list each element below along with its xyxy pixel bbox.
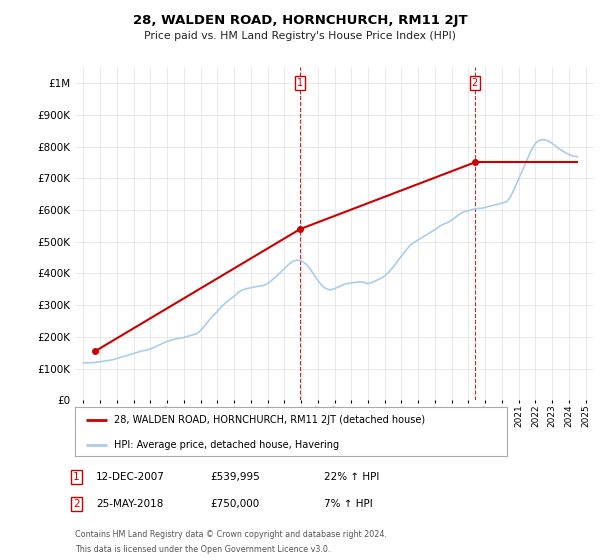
Text: 12-DEC-2007: 12-DEC-2007: [96, 472, 165, 482]
Text: HPI: Average price, detached house, Havering: HPI: Average price, detached house, Have…: [114, 440, 339, 450]
Text: 28, WALDEN ROAD, HORNCHURCH, RM11 2JT (detached house): 28, WALDEN ROAD, HORNCHURCH, RM11 2JT (d…: [114, 415, 425, 425]
Text: 7% ↑ HPI: 7% ↑ HPI: [324, 499, 373, 509]
Text: 1: 1: [297, 78, 303, 88]
Text: £539,995: £539,995: [210, 472, 260, 482]
Text: 25-MAY-2018: 25-MAY-2018: [96, 499, 163, 509]
Text: 28, WALDEN ROAD, HORNCHURCH, RM11 2JT: 28, WALDEN ROAD, HORNCHURCH, RM11 2JT: [133, 14, 467, 27]
Text: 1: 1: [73, 472, 80, 482]
Text: This data is licensed under the Open Government Licence v3.0.: This data is licensed under the Open Gov…: [75, 545, 331, 554]
Text: Contains HM Land Registry data © Crown copyright and database right 2024.: Contains HM Land Registry data © Crown c…: [75, 530, 387, 539]
Text: £750,000: £750,000: [210, 499, 259, 509]
Text: 2: 2: [73, 499, 80, 509]
Text: 22% ↑ HPI: 22% ↑ HPI: [324, 472, 379, 482]
Text: Price paid vs. HM Land Registry's House Price Index (HPI): Price paid vs. HM Land Registry's House …: [144, 31, 456, 41]
Text: 2: 2: [472, 78, 478, 88]
